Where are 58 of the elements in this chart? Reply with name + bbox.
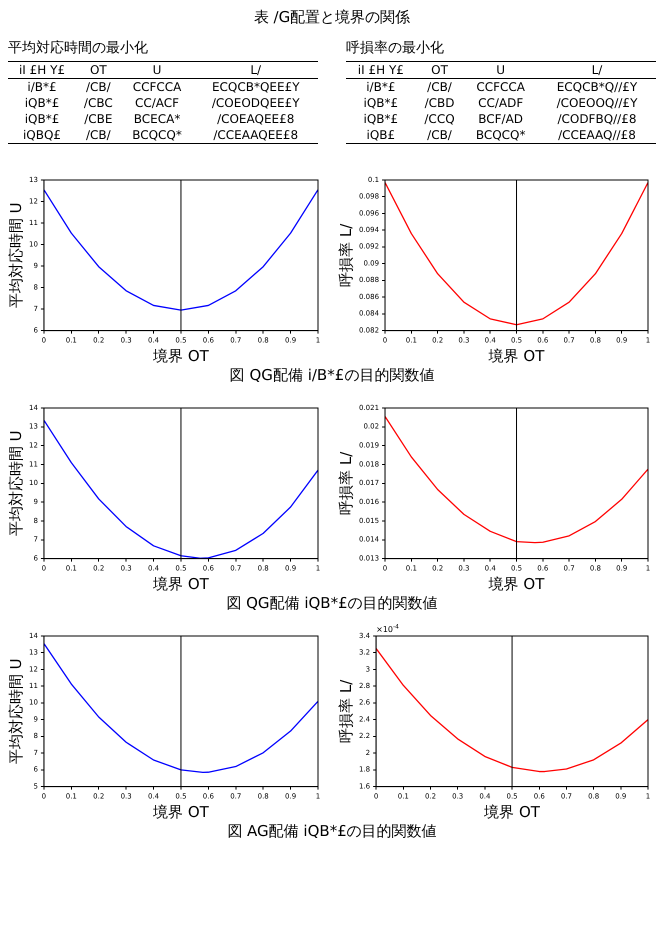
text: /CODFBQ//£8 [556,111,638,127]
text: /CCEAAQ//£8 [557,127,637,144]
text: /CB/ [426,127,453,144]
text: CC/ACF [134,95,180,111]
text: U [152,62,162,78]
text: /COEOOQ//£Y [556,95,638,111]
y-axis-title: 平均対応時間 U [6,202,25,308]
x-axis-title: 境界 OT [483,802,541,821]
text: 図 QG配備 iQB*£の目的関数値 [225,594,439,613]
y-axis-title: 平均対応時間 U [6,658,25,764]
y-axis-title: 呼損率 L/ [336,222,355,287]
text: /CB/ [84,127,112,144]
text: /CB/ [426,79,453,95]
text: 表 /G配置と境界の関係 [252,8,412,27]
text: iI £H Y£ [356,62,405,78]
text: 呼損率の最小化 [346,39,445,57]
text: /CCQ [423,111,456,127]
text: iQBQ£ [22,127,62,144]
text: /CB/ [84,79,112,95]
text: iI £H Y£ [18,62,66,78]
text: i/B*£ [365,79,396,95]
text: CCFCCA [132,79,182,95]
text: /COEODQEE£Y [210,95,301,111]
x-axis-title: 境界 OT [488,346,546,365]
text: CCFCCA [475,79,526,95]
y-axis-title: 呼損率 L/ [336,678,355,743]
text: U [495,62,506,78]
x-axis-title: 境界 OT [488,574,546,593]
y-axis-title: 平均対応時間 U [6,430,25,536]
text: iQB*£ [24,111,60,127]
text: ECQCB*QEE£Y [210,79,301,95]
y-axis-title: 呼損率 L/ [336,450,355,515]
text: L/ [590,62,604,78]
x-axis-title: 境界 OT [152,574,210,593]
text: BCF/AD [477,111,524,127]
text: 図 QG配備 i/B*£の目的関数値 [228,366,436,385]
x-axis-title: 境界 OT [152,802,210,821]
text: /CBC [82,95,114,111]
text: BCQCQ* [474,127,526,144]
text: L/ [249,62,262,78]
text: CC/ADF [477,95,524,111]
text: 図 AG配備 iQB*£の目的関数値 [226,822,438,841]
text: BCQCQ* [131,127,183,144]
text: ECQCB*Q//£Y [556,79,638,95]
text: OT [88,62,108,78]
text: BCECA* [132,111,182,127]
text: iQB*£ [24,95,60,111]
x-axis-title: 境界 OT [152,346,210,365]
text: 平均対応時間の最小化 [8,39,149,57]
text: iQB*£ [362,95,400,111]
text: /CBD [424,95,456,111]
text: OT [430,62,449,78]
text: /CBE [83,111,114,127]
text: iQB£ [366,127,396,144]
text: /COEAQEE£8 [216,111,296,127]
text: iQB*£ [362,111,400,127]
text: i/B*£ [26,79,58,95]
text: /CCEAAQEE£8 [212,127,300,144]
